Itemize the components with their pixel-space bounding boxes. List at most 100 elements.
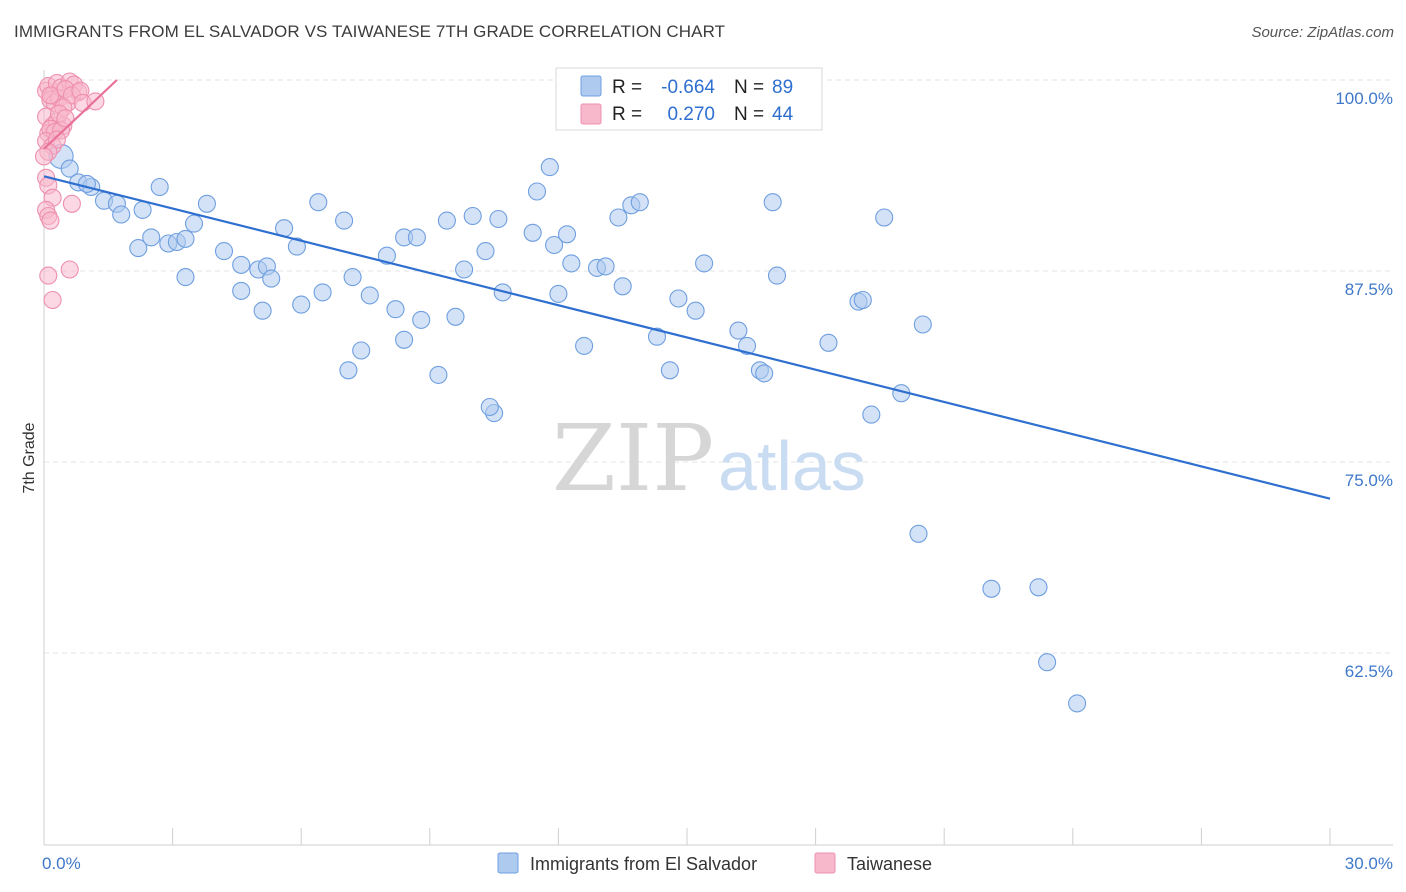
y-axis-label: 7th Grade [21,422,38,493]
el-salvador-point [480,397,499,417]
taiwanese-point [43,290,62,310]
el-salvador-point [133,200,152,219]
el-salvador-point [292,295,311,314]
legend-r-label-2: R = [612,104,642,125]
el-salvador-point [545,235,564,255]
series-taiwanese [34,72,105,310]
legend-n-value-2: 44 [772,104,794,125]
taiwanese-point [41,86,60,105]
taiwanese-point [39,266,58,285]
y-tick-label: 87.5% [1345,280,1393,299]
el-salvador-point [669,289,688,308]
el-salvador-point [575,336,594,355]
el-salvador-point [214,242,234,261]
bottom-legend-label-2: Taiwanese [847,854,932,874]
el-salvador-point [429,365,448,384]
el-salvador-point [1029,578,1048,597]
el-salvador-point [1068,694,1087,713]
el-salvador-point [862,405,881,424]
el-salvador-point [562,254,581,273]
legend-r-value-2: 0.270 [667,104,715,125]
legend-n-value-1: 89 [772,77,793,98]
el-salvador-point [360,286,379,305]
taiwanese-point [47,130,66,149]
el-salvador-point [446,307,465,326]
bottom-legend-swatch-pink [814,852,836,874]
el-salvador-point [660,361,679,380]
taiwanese-point [34,147,54,166]
el-salvador-point [176,229,195,248]
el-salvador-point [253,301,272,320]
el-salvador-point [60,159,79,178]
taiwanese-point [41,211,60,230]
trend-lines [43,79,1331,500]
chart-title: IMMIGRANTS FROM EL SALVADOR VS TAIWANESE… [14,22,726,41]
el-salvador-point [455,260,474,279]
y-tick-label: 75.0% [1345,471,1393,490]
el-salvador-point [407,228,426,247]
el-salvador-point [197,194,216,213]
el-salvador-point [309,193,328,212]
source-label: Source: ZipAtlas.com [1251,24,1394,41]
legend: R = -0.664 N = 89 R = 0.270 N = 44 [555,67,823,131]
el-salvador-point [129,239,148,258]
el-salvador-point [909,524,928,543]
x-tick-labels: 0.0% 30.0% [42,854,1393,873]
el-salvador-point [77,174,96,193]
bottom-legend-label-1: Immigrants from El Salvador [530,854,757,874]
taiwanese-point [60,260,79,279]
el-salvador-point [232,255,251,274]
el-salvador-point [395,330,414,349]
el-salvador-point [412,310,431,329]
legend-r-label-1: R = [612,77,642,98]
watermark-atlas: atlas [718,427,866,505]
el-salvador-point [476,242,495,261]
el-salvador-point [875,208,894,227]
el-salvador-point [913,315,932,334]
legend-r-value-1: -0.664 [661,77,715,98]
el-salvador-point [313,283,332,302]
legend-swatch-blue [580,75,602,97]
el-salvador-point [549,284,568,303]
el-salvador-point [609,208,628,227]
el-salvador-point [489,209,508,229]
el-salvador-point [112,205,131,224]
el-salvador-point [755,364,774,383]
el-salvador-point [232,281,251,300]
bottom-legend: Immigrants from El Salvador Taiwanese [497,852,932,874]
el-salvador-point [343,268,362,287]
trend-line-taiwanese [43,79,118,150]
el-salvador-point [523,223,542,242]
el-salvador-point [142,228,161,247]
legend-n-label-2: N = [734,104,764,125]
el-salvador-point [596,257,615,276]
el-salvador-point [630,193,649,212]
el-salvador-point [982,579,1001,598]
el-salvador-point [853,290,872,310]
taiwanese-point [56,109,75,128]
legend-n-label-1: N = [734,77,764,98]
el-salvador-point [695,254,714,273]
x-tick-label-min: 0.0% [42,854,81,873]
y-tick-label: 100.0% [1335,89,1393,108]
el-salvador-point [335,211,354,230]
series-el-salvador [48,95,1087,713]
el-salvador-point [339,361,358,380]
el-salvador-point [763,193,782,212]
y-tick-labels: 100.0% 87.5% 75.0% 62.5% [1335,89,1393,681]
el-salvador-point [647,327,667,346]
el-salvador-point [729,321,748,340]
el-salvador-point [1038,653,1057,672]
el-salvador-point [437,211,456,230]
trend-line-el-salvador [43,175,1331,500]
legend-swatch-pink [580,103,602,125]
el-salvador-point [176,268,195,287]
x-tick-label-max: 30.0% [1345,854,1393,873]
el-salvador-point [819,333,838,352]
y-tick-label: 62.5% [1345,662,1393,681]
el-salvador-point [540,158,559,177]
watermark-zip: ZIP [552,405,714,512]
taiwanese-point [62,194,81,213]
el-salvador-point [686,301,705,320]
